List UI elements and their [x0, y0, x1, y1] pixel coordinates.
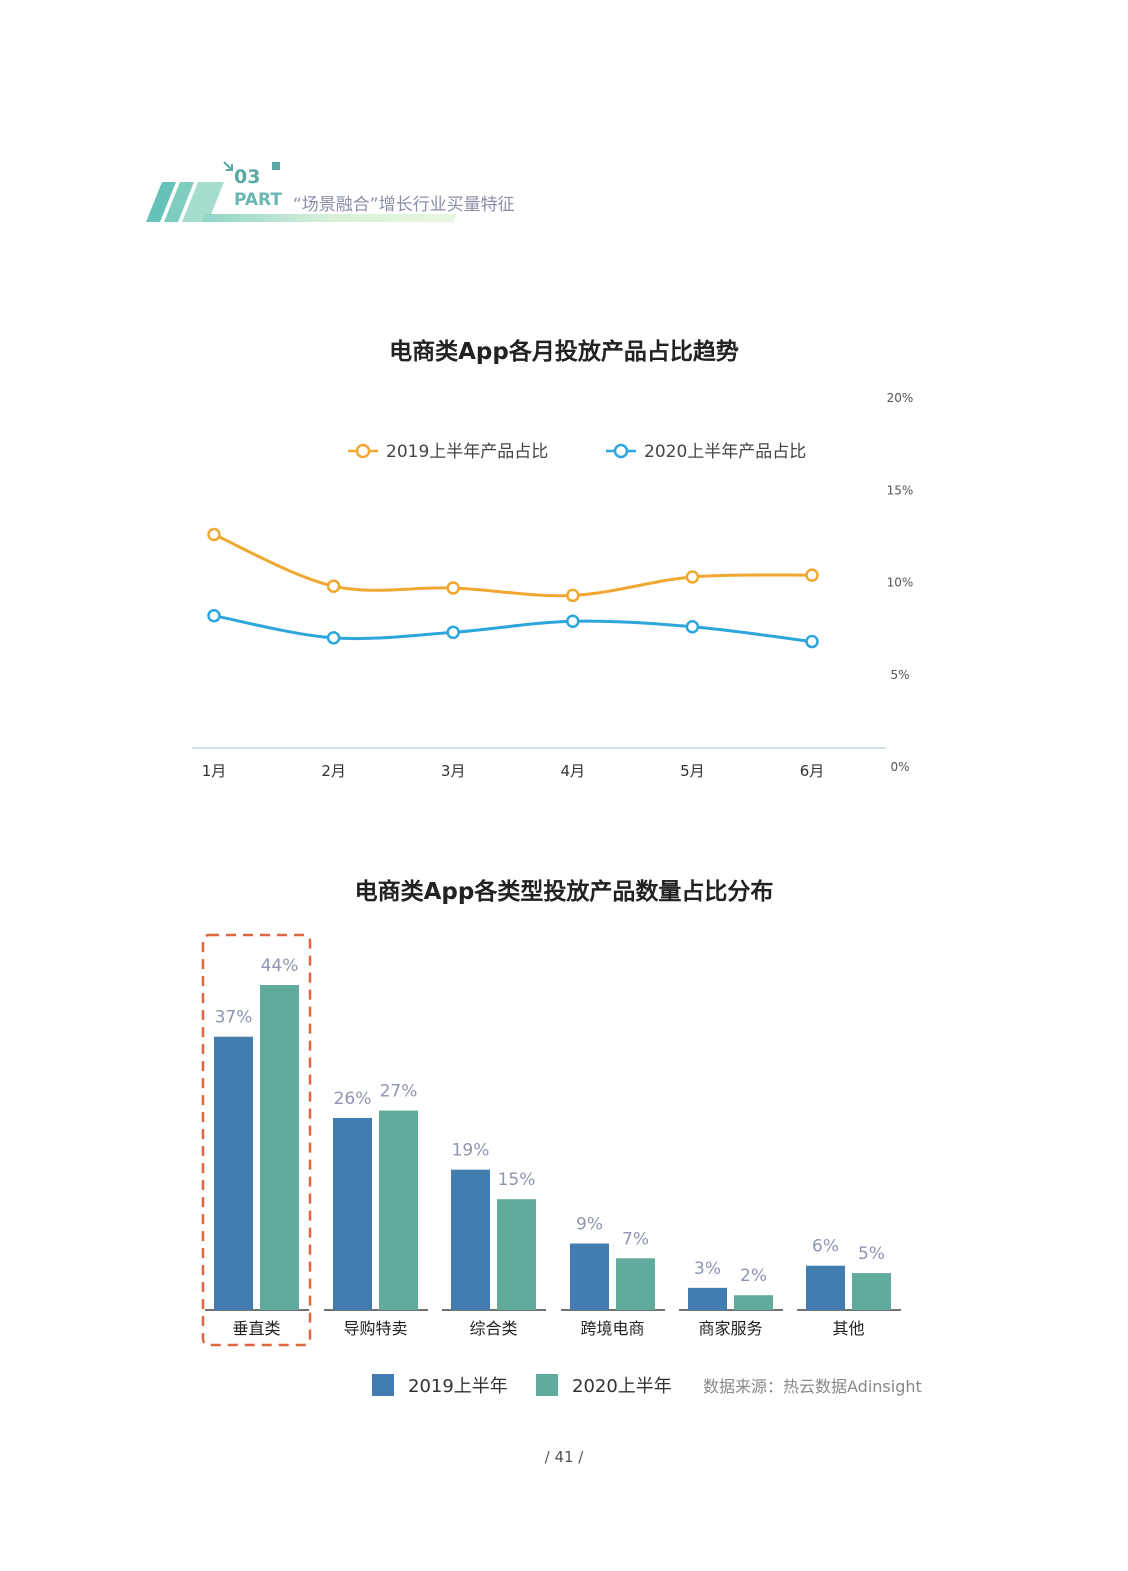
- source-note: 数据来源：热云数据Adinsight: [703, 1377, 922, 1396]
- data-point: [446, 581, 460, 595]
- legend-marker: [613, 443, 629, 459]
- bar-value-label: 7%: [622, 1229, 649, 1249]
- category-label: 导购特卖: [343, 1319, 407, 1338]
- x-tick-label: 2月: [321, 762, 346, 780]
- bar-value-label: 19%: [452, 1141, 490, 1161]
- category-label: 其他: [832, 1319, 864, 1338]
- bar: [852, 1273, 891, 1310]
- legend-swatch: [536, 1374, 558, 1396]
- x-tick-label: 3月: [441, 762, 466, 780]
- x-tick-label: 6月: [800, 762, 825, 780]
- legend-label: 2020上半年: [572, 1376, 672, 1397]
- bar-value-label: 3%: [694, 1259, 721, 1279]
- bar: [806, 1265, 845, 1310]
- bar-chart: 37% 44% 垂直类 26% 27% 导购特卖 19% 15% 综合类 9% 7% 跨境电商 3% 2%…: [201, 933, 922, 1397]
- bar-value-label: 5%: [858, 1244, 885, 1264]
- series-line: [213, 533, 813, 598]
- part-label: PART: [234, 190, 282, 210]
- x-tick-label: 4月: [561, 762, 586, 780]
- bar-value-label: 37%: [215, 1008, 253, 1028]
- bar: [734, 1295, 773, 1310]
- bar: [688, 1287, 727, 1310]
- header-stripes-graphic: [146, 161, 456, 222]
- category-label: 商家服务: [698, 1319, 762, 1338]
- bar: [379, 1110, 418, 1310]
- page-number: / 41 /: [544, 1448, 584, 1466]
- y-tick-label: 5%: [890, 668, 909, 682]
- bar-value-label: 6%: [812, 1237, 839, 1257]
- legend-label: 2020上半年产品占比: [644, 442, 806, 462]
- bar: [570, 1243, 609, 1310]
- category-label: 垂直类: [232, 1319, 280, 1338]
- legend-label: 2019上半年产品占比: [386, 442, 548, 462]
- legend-swatch: [372, 1374, 394, 1396]
- legend-marker: [355, 443, 371, 459]
- category-label: 跨境电商: [580, 1319, 644, 1338]
- data-point: [207, 608, 221, 623]
- line-chart: 0% 5% 10% 15% 20% 1月 2月 3月 4月 5月 6月 2019上半年产品占比 2020…: [192, 391, 914, 780]
- bar: [497, 1199, 536, 1310]
- line-chart-title: 电商类App各月投放产品占比趋势: [389, 339, 739, 365]
- part-header: 03 PART “场景融合”增长行业买量特征: [146, 158, 546, 228]
- category-label: 综合类: [469, 1319, 517, 1338]
- series-line: [213, 614, 813, 644]
- y-tick-label: 10%: [887, 576, 914, 590]
- bar: [214, 1036, 253, 1310]
- data-point: [805, 634, 819, 649]
- data-point: [685, 570, 700, 584]
- bar-value-label: 44%: [261, 956, 299, 976]
- x-tick-label: 1月: [202, 762, 227, 780]
- legend-label: 2019上半年: [408, 1376, 508, 1397]
- bar-value-label: 26%: [334, 1089, 372, 1109]
- bar: [616, 1258, 655, 1310]
- bar-value-label: 27%: [380, 1082, 418, 1102]
- data-point: [326, 631, 341, 645]
- data-point: [566, 588, 580, 603]
- part-title: “场景融合”增长行业买量特征: [293, 195, 515, 215]
- x-tick-label: 5月: [680, 762, 705, 780]
- data-point: [326, 579, 341, 593]
- bar: [451, 1169, 490, 1310]
- bar-value-label: 2%: [740, 1266, 767, 1286]
- y-tick-label: 15%: [887, 483, 914, 497]
- bar: [260, 985, 299, 1310]
- y-tick-label: 0%: [890, 760, 909, 774]
- data-point: [207, 527, 221, 542]
- data-point: [566, 614, 580, 628]
- bar-value-label: 9%: [576, 1215, 603, 1235]
- bar: [333, 1117, 372, 1310]
- data-point: [805, 568, 819, 582]
- data-point: [685, 620, 700, 634]
- data-point: [446, 625, 460, 640]
- bar-value-label: 15%: [498, 1170, 536, 1190]
- y-tick-label: 20%: [887, 391, 914, 405]
- bar-chart-title: 电商类App各类型投放产品数量占比分布: [354, 879, 774, 905]
- part-number: 03: [234, 166, 261, 188]
